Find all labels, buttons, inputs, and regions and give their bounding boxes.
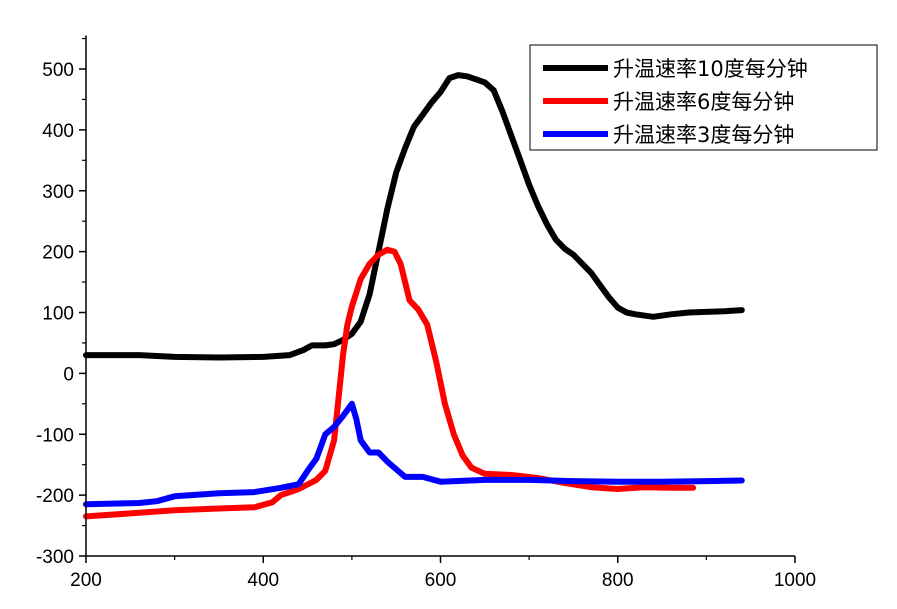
y-tick-label: -300	[36, 547, 74, 568]
y-tick-label: -200	[36, 486, 74, 507]
x-tick-label: 600	[425, 570, 457, 591]
y-tick-label: 200	[42, 243, 74, 264]
y-tick-label: 400	[42, 121, 74, 142]
series-layer	[83, 72, 745, 520]
legend-label: 升温速率10度每分钟	[613, 57, 808, 81]
axes: -300 -200 -100 0 100 200 300 400 500 200 400 600 800…	[36, 35, 816, 591]
legend-label: 升温速率6度每分钟	[613, 90, 794, 114]
x-tick-label: 200	[70, 570, 102, 591]
series-line-2	[83, 400, 745, 508]
x-tick-label: 800	[602, 570, 634, 591]
x-tick-label: 1000	[774, 570, 816, 591]
y-tick-label: 100	[42, 304, 74, 325]
y-tick-label: 0	[63, 364, 74, 385]
series-line-0	[83, 72, 745, 361]
x-tick-label: 400	[247, 570, 279, 591]
y-tick-label: -100	[36, 425, 74, 446]
y-tick-label: 500	[42, 60, 74, 81]
legend-label: 升温速率3度每分钟	[613, 123, 794, 147]
y-tick-label: 300	[42, 182, 74, 203]
